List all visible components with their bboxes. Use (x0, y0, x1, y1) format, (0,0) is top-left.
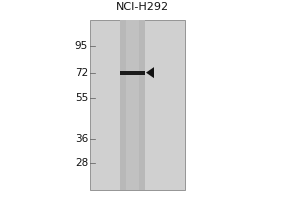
Polygon shape (146, 67, 154, 78)
Text: 95: 95 (75, 41, 88, 51)
Text: 55: 55 (75, 93, 88, 103)
Text: NCI-H292: NCI-H292 (116, 2, 169, 12)
Text: 72: 72 (75, 68, 88, 78)
FancyBboxPatch shape (120, 20, 145, 190)
Text: 36: 36 (75, 134, 88, 144)
FancyBboxPatch shape (120, 71, 145, 75)
FancyBboxPatch shape (90, 20, 185, 190)
FancyBboxPatch shape (126, 20, 139, 190)
Text: 28: 28 (75, 158, 88, 168)
